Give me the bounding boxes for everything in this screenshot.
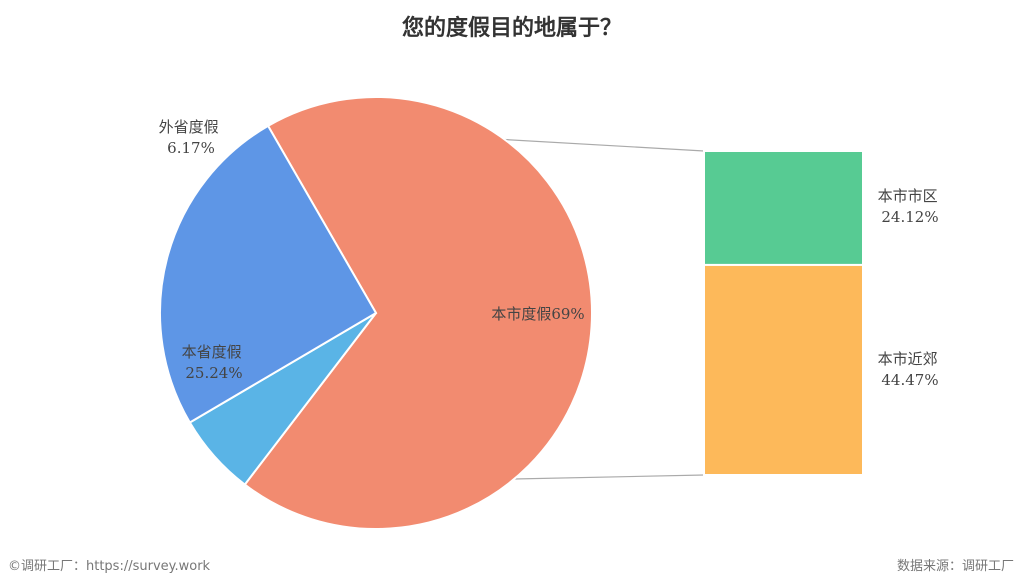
footer-source: 数据来源：调研工厂 bbox=[896, 559, 1014, 574]
slice-label-other-province: 外省度假 6.17% bbox=[159, 118, 224, 157]
slice-label-local-vacation: 本市度假69% bbox=[491, 305, 584, 323]
chart-title: 您的度假目的地属于？ bbox=[402, 15, 622, 41]
bar-segment-city-urban bbox=[703, 150, 864, 266]
pie-slice-same-province bbox=[159, 124, 378, 424]
slice-label-same-province: 本省度假 25.24% bbox=[182, 343, 247, 382]
pie-slice-local-vacation bbox=[243, 96, 593, 530]
footer-copyright: ©调研工厂：https://survey.work bbox=[8, 559, 211, 574]
bar-label-city-urban: 本市市区 24.12% bbox=[878, 187, 943, 226]
bar-label-city-suburb: 本市近郊 44.47% bbox=[878, 350, 943, 389]
bar-segment-city-suburb bbox=[703, 263, 864, 476]
